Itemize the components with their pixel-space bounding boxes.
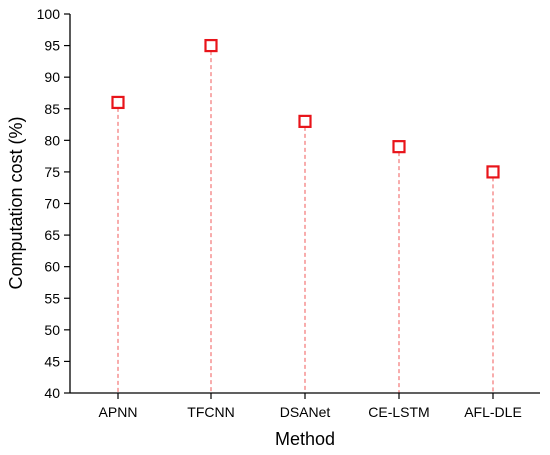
y-tick-label: 40 [44,385,60,401]
x-tick-label: TFCNN [187,404,234,420]
y-tick-label: 85 [44,101,60,117]
data-point-marker [392,140,406,154]
y-tick-label: 45 [44,353,60,369]
data-point-marker [111,95,125,110]
y-tick-label: 70 [44,196,60,212]
y-tick-label: 90 [44,69,60,85]
y-tick-label: 100 [37,6,61,22]
y-tick-label: 95 [44,38,60,54]
y-tick-label: 65 [44,227,60,243]
y-tick-label: 75 [44,164,60,180]
markers [111,38,500,179]
y-axis-title: Computation cost (%) [6,116,26,289]
x-axis-title: Method [275,429,335,449]
x-tick-label: DSANet [280,404,331,420]
y-ticks: 40 45 50 55 60 65 70 75 80 85 90 95 100 [37,6,70,401]
x-tick-label: AFL-DLE [464,404,522,420]
drop-lines [117,51,494,393]
x-tick-label: APNN [99,404,138,420]
x-tick-label: CE-LSTM [368,404,429,420]
y-tick-label: 80 [44,132,60,148]
y-tick-label: 55 [44,290,60,306]
data-point-marker [298,114,312,128]
data-point-marker [204,38,218,53]
data-point-marker [486,165,500,179]
x-ticks: APNN TFCNN DSANet CE-LSTM AFL-DLE [99,393,522,420]
y-tick-label: 60 [44,259,60,275]
y-tick-label: 50 [44,322,60,338]
axes [69,14,540,394]
